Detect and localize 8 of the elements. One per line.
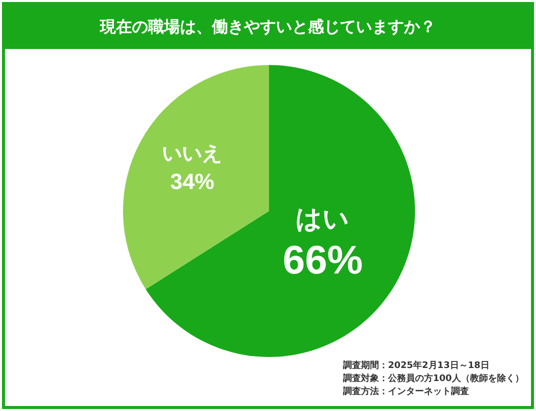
chart-title: 現在の職場は、働きやすいと感じていますか？ [5, 5, 531, 49]
text: 調査対象：公務員の方100人（教師を除く） [343, 373, 524, 386]
text: 調査期間：2025年2月13日～18日 [343, 360, 490, 373]
slice-label: はい [296, 204, 350, 234]
text: 調査方法：インターネット調査 [343, 386, 470, 399]
data-label: 34% [170, 168, 214, 194]
data-label: 66% [282, 238, 363, 283]
slice-label: いいえ [162, 141, 222, 165]
